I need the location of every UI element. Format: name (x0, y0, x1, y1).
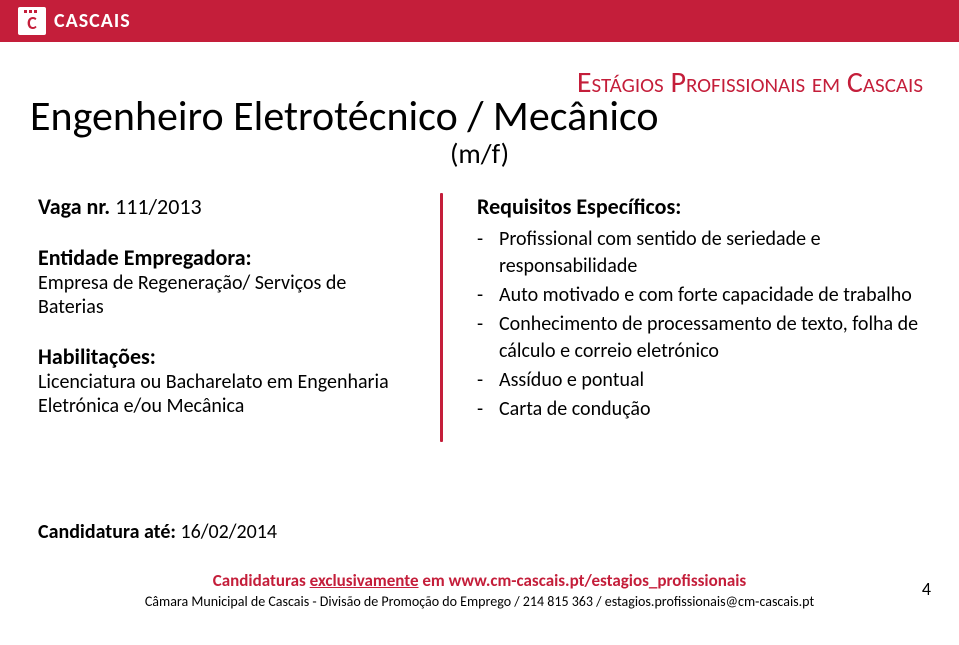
habilitacoes-block: Habilitações: Licenciatura ou Bacharelat… (38, 343, 416, 418)
list-item-text: Assíduo e pontual (499, 367, 644, 394)
dash-icon: - (477, 396, 499, 423)
habilitacoes-label: Habilitações: (38, 343, 416, 370)
dash-icon: - (477, 282, 499, 309)
right-column: Requisitos Específicos: -Profissional co… (443, 193, 929, 442)
dash-icon: - (477, 311, 499, 338)
list-item: -Carta de condução (477, 396, 919, 423)
footer-link-prefix: Candidaturas (213, 570, 310, 591)
candidature-date: 16/02/2014 (180, 520, 277, 544)
list-item: -Auto motivado e com forte capacidade de… (477, 282, 919, 309)
entidade-label: Entidade Empregadora: (38, 244, 416, 271)
list-item: -Assíduo e pontual (477, 367, 919, 394)
footer-link-line: Candidaturas exclusivamente em www.cm-ca… (0, 570, 959, 591)
list-item-text: Carta de condução (499, 396, 651, 423)
candidature-deadline: Candidatura até: 16/02/2014 (38, 520, 277, 544)
footer-link-underlined: exclusivamente (310, 570, 419, 591)
page-number: 4 (922, 578, 931, 600)
columns: Vaga nr. 111/2013 Entidade Empregadora: … (30, 193, 929, 442)
dash-icon: - (477, 226, 499, 253)
job-title-text: Engenheiro Eletrotécnico / Mecânico (30, 91, 659, 142)
entidade-block: Entidade Empregadora: Empresa de Regener… (38, 244, 416, 319)
dash-icon: - (477, 367, 499, 394)
vaga-label: Vaga nr. (38, 193, 110, 220)
content-area: Estágios Profissionais em Cascais Engenh… (0, 42, 959, 442)
requisitos-label: Requisitos Específicos: (477, 193, 919, 220)
footer-sub: Câmara Municipal de Cascais - Divisão de… (0, 593, 959, 610)
logo-text: CASCAIS (54, 9, 131, 33)
header-bar: C CASCAIS (0, 0, 959, 42)
footer-link-mid: em (419, 570, 449, 591)
vaga-value: 111/2013 (110, 193, 202, 220)
footer-link-url: www.cm-cascais.pt/estagios_profissionais (449, 570, 747, 591)
requisitos-list: -Profissional com sentido de seriedade e… (477, 226, 919, 423)
list-item: -Profissional com sentido de seriedade e… (477, 226, 919, 280)
job-subtitle-text: (m/f) (450, 136, 509, 171)
candidature-label: Candidatura até: (38, 520, 180, 544)
entidade-value: Empresa de Regeneração/ Serviços de Bate… (38, 271, 416, 319)
logo-letter: C (27, 14, 37, 32)
list-item-text: Profissional com sentido de seriedade e … (499, 226, 919, 280)
logo-icon: C (18, 7, 46, 35)
list-item-text: Conhecimento de processamento de texto, … (499, 311, 919, 365)
habilitacoes-value: Licenciatura ou Bacharelato em Engenhari… (38, 370, 416, 418)
left-column: Vaga nr. 111/2013 Entidade Empregadora: … (30, 193, 440, 442)
vaga-block: Vaga nr. 111/2013 (38, 193, 416, 220)
list-item-text: Auto motivado e com forte capacidade de … (499, 282, 912, 309)
footer-block: Candidaturas exclusivamente em www.cm-ca… (0, 570, 959, 610)
list-item: -Conhecimento de processamento de texto,… (477, 311, 919, 365)
